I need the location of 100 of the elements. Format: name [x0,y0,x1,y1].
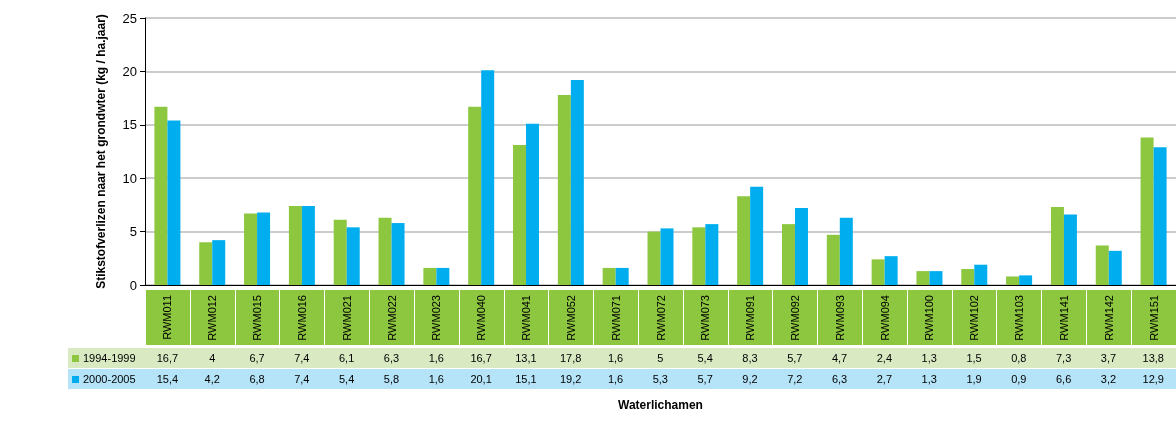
x-tick-label: RWM142 [1102,295,1115,341]
bar [871,259,885,285]
x-tick-label: RWM141 [1057,295,1070,341]
data-label: 1,3 [920,351,938,366]
x-tick-label: RWM093 [833,295,846,341]
y-tick-label: 15 [122,117,137,133]
bar [884,256,898,285]
data-label: 0,8 [1010,351,1028,366]
x-tick-label: RWM015 [251,295,264,341]
data-label: 17,8 [559,351,583,366]
data-label: 20,1 [469,372,493,387]
bar [839,217,853,285]
bar [794,208,808,285]
bar [481,70,495,285]
bar [929,271,943,285]
data-label: 1,6 [427,351,445,366]
bar [974,264,988,285]
bar [257,212,271,285]
bar [615,267,629,285]
data-label: 5,7 [696,372,714,387]
bar [301,205,315,285]
x-tick-label: RWM023 [430,295,443,341]
y-tick-label: 10 [122,170,137,186]
data-label: 1,6 [427,372,445,387]
x-tick-label: RWM011 [161,295,174,340]
bar [436,267,450,285]
y-tick-label: 20 [122,63,137,79]
data-label: 19,2 [559,372,583,387]
data-label: 6,3 [382,351,401,366]
x-tick-label: RWM102 [968,295,981,341]
data-label: 5 [656,351,665,366]
x-tick-label: RWM041 [520,295,533,341]
data-label: 1,6 [606,372,625,387]
bar [513,145,527,285]
data-label: 6,1 [338,351,356,366]
data-label: 9,2 [741,372,759,387]
bar [660,228,674,285]
data-label: 7,2 [786,372,804,387]
bar [212,240,226,285]
bar [570,79,584,285]
bar [1050,207,1064,285]
data-label: 1,5 [965,351,983,366]
y-tick-label: 25 [122,10,137,26]
bar [647,231,661,285]
bar [1108,250,1122,285]
bar [916,271,930,285]
bar [826,234,840,285]
bar [705,224,719,285]
bar [391,223,405,285]
bar [526,123,540,285]
data-label: 13,8 [1141,351,1165,366]
data-label: 8,3 [741,351,759,366]
x-axis-title: Waterlichamen [617,398,704,412]
data-label: 5,4 [696,351,714,366]
data-label: 6,6 [1055,372,1073,387]
bar [346,227,360,285]
x-tick-label: RWM040 [475,295,488,341]
data-label: 3,7 [1099,351,1118,366]
bar [333,219,347,285]
data-label: 5,8 [382,372,401,387]
legend-label: 1994-1999 [83,352,136,364]
bar [288,205,302,285]
data-label: 16,7 [469,351,493,366]
data-label: 2,7 [875,372,894,387]
bar [1006,276,1020,285]
x-tick-label: RWM012 [206,295,219,341]
data-label: 7,4 [293,351,311,366]
data-label: 1,6 [606,351,625,366]
data-label: 7,3 [1055,351,1073,366]
legend-label: 2000-2005 [83,373,136,385]
bar [1019,275,1033,285]
data-label: 4,7 [830,351,849,366]
data-label: 4,2 [203,372,221,387]
data-label: 5,3 [651,372,669,387]
data-label: 4 [208,351,217,366]
data-label: 12,9 [1141,372,1165,387]
data-label: 16,7 [155,351,180,366]
data-label: 6,7 [248,351,266,366]
bar [244,213,258,285]
bar [781,224,795,285]
data-label: 2,4 [875,351,894,366]
x-tick-label: RWM016 [295,295,308,341]
data-label: 15,4 [155,372,180,387]
bar [602,267,616,285]
bar [167,120,181,285]
x-tick-label: RWM091 [744,295,757,341]
bar [154,106,168,285]
x-tick-label: RWM092 [788,295,801,341]
y-tick-label: 0 [129,277,137,293]
x-tick-label: RWM100 [923,295,936,341]
y-axis-title: Stikstofverlizen naar het grondwter (kg / ha.jaar) [94,14,108,289]
x-tick-label: RWM073 [699,295,712,341]
bar [468,106,482,285]
x-tick-label: RWM021 [340,295,353,341]
x-tick-label: RWM103 [1013,295,1026,341]
data-label: 5,4 [338,372,356,387]
bar [750,186,764,285]
x-tick-label: RWM094 [878,295,891,341]
data-label: 15,1 [514,372,538,387]
data-label: 13,1 [514,351,538,366]
